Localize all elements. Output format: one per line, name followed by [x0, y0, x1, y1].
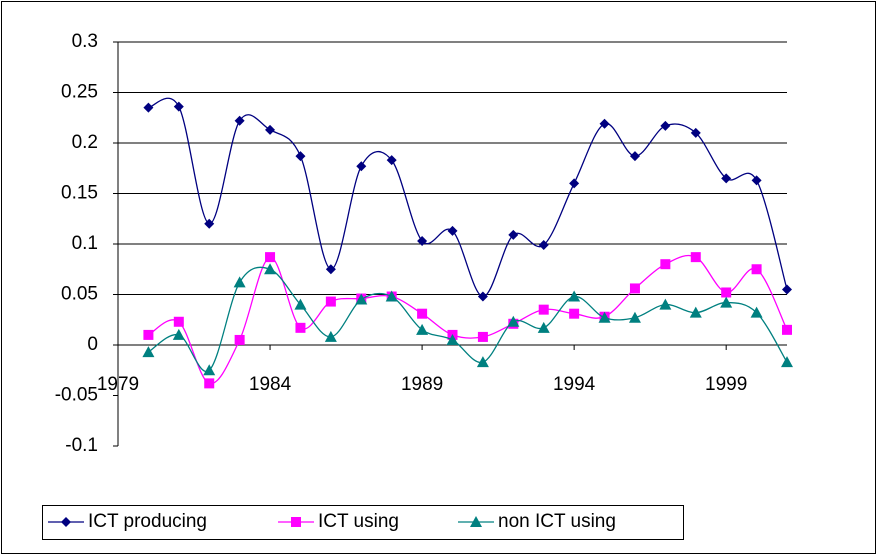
series-line — [148, 254, 788, 385]
y-tick-label: 0 — [87, 334, 98, 355]
marker — [689, 306, 702, 318]
marker — [265, 124, 276, 135]
marker — [690, 252, 701, 263]
marker — [476, 356, 489, 368]
marker — [477, 331, 488, 342]
marker — [569, 308, 580, 319]
marker — [446, 333, 459, 345]
marker — [751, 175, 762, 186]
marker — [629, 151, 640, 162]
marker — [538, 304, 549, 315]
marker — [142, 346, 155, 358]
marker — [295, 151, 306, 162]
marker — [447, 225, 458, 236]
legend-marker — [291, 517, 301, 527]
marker — [721, 173, 732, 184]
y-tick-label: -0.05 — [55, 385, 98, 406]
marker — [598, 311, 611, 323]
marker — [750, 306, 763, 318]
series-line — [148, 266, 788, 373]
marker — [537, 321, 550, 333]
marker — [294, 298, 307, 310]
y-tick-label: 0.05 — [61, 284, 98, 305]
marker — [295, 322, 306, 333]
marker — [660, 259, 671, 270]
marker — [143, 102, 154, 113]
x-tick-label: 1994 — [553, 374, 596, 395]
marker — [203, 364, 216, 376]
marker — [569, 178, 580, 189]
x-tick-label: 1999 — [705, 374, 747, 395]
marker — [385, 290, 398, 302]
marker — [204, 378, 215, 389]
marker — [265, 252, 276, 263]
marker — [782, 324, 792, 335]
marker — [204, 218, 215, 229]
legend-label: ICT producing — [88, 511, 207, 532]
y-tick-label: 0.3 — [72, 31, 98, 52]
marker — [173, 316, 184, 327]
marker — [781, 356, 793, 368]
marker — [233, 276, 246, 288]
marker — [568, 290, 581, 302]
legend-box — [42, 505, 684, 540]
y-tick-label: 0.2 — [72, 132, 98, 153]
marker — [356, 161, 367, 172]
marker — [324, 330, 337, 342]
marker — [629, 283, 640, 294]
marker — [325, 296, 336, 307]
marker — [660, 120, 671, 131]
marker — [690, 127, 701, 138]
marker — [417, 308, 428, 319]
marker — [325, 264, 336, 275]
marker — [507, 315, 520, 327]
marker — [782, 284, 792, 295]
legend-label: non ICT using — [498, 511, 616, 532]
marker — [508, 229, 519, 240]
y-tick-label: 0.1 — [72, 233, 98, 254]
marker — [355, 293, 368, 305]
marker — [751, 264, 762, 275]
marker — [416, 323, 429, 335]
y-tick-label: 0.15 — [61, 183, 98, 204]
legend-label: ICT using — [318, 511, 399, 532]
marker — [234, 115, 245, 126]
marker — [417, 235, 428, 246]
x-tick-label: 1989 — [401, 374, 443, 395]
marker — [172, 328, 185, 340]
x-tick-label: 1979 — [97, 374, 139, 395]
marker — [173, 101, 184, 112]
y-tick-label: -0.1 — [65, 435, 98, 456]
marker — [721, 287, 732, 298]
y-tick-label: 0.25 — [61, 82, 98, 103]
legend-marker — [470, 516, 482, 527]
marker — [386, 155, 397, 166]
marker — [599, 118, 610, 129]
legend-marker — [61, 517, 71, 527]
marker — [628, 311, 641, 323]
marker — [720, 296, 733, 308]
x-tick-label: 1984 — [249, 374, 292, 395]
marker — [659, 298, 672, 310]
marker — [538, 240, 549, 251]
marker — [264, 263, 277, 275]
marker — [477, 291, 488, 302]
marker — [234, 334, 245, 345]
marker — [143, 329, 154, 340]
